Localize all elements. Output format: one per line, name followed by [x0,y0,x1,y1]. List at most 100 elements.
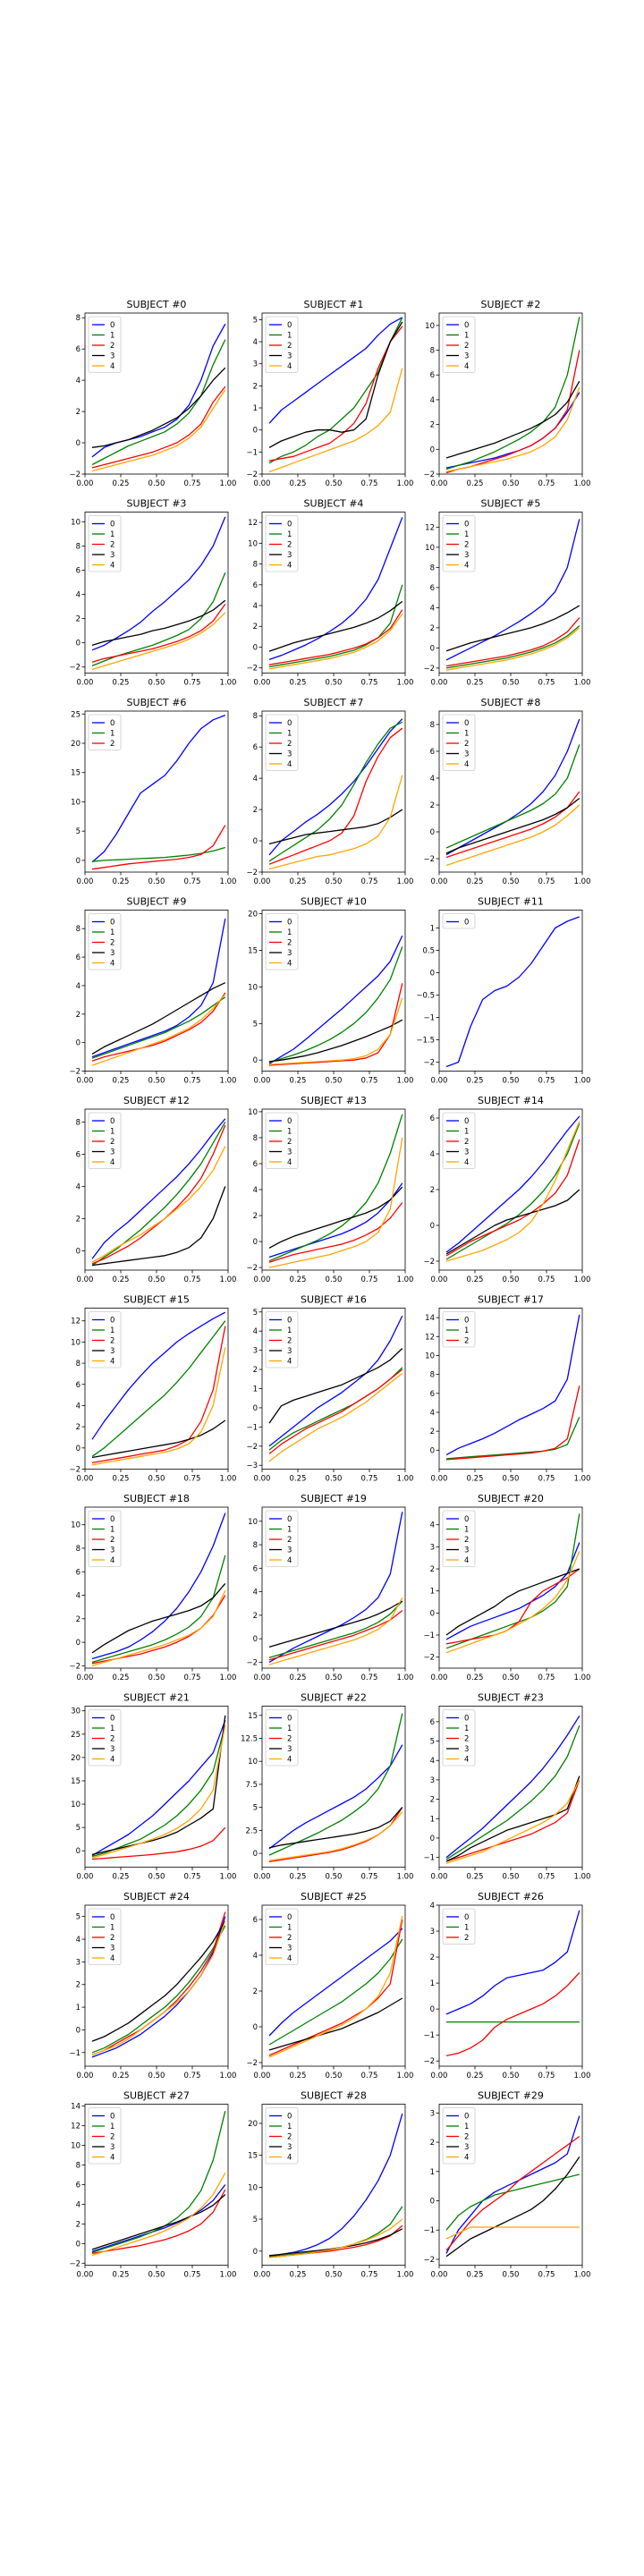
y-tick-label: 6 [430,584,435,593]
series-line-3 [445,1775,580,1862]
series-line-2 [91,604,226,663]
x-tick-label: 0.50 [326,479,343,488]
y-tick-label: 20 [248,2120,258,2129]
x-tick-label: 0.50 [326,1475,343,1484]
series-line-2 [91,2189,226,2254]
x-tick-label: 0.25 [290,2072,307,2080]
y-tick-label: 0 [76,2240,80,2249]
chart-panel: SUBJECT #230.00 0.25 0.50 0.75 1.00−10123456… [423,1692,590,1882]
y-tick-label: 2 [253,1366,258,1375]
x-tick-label: 1.00 [220,1275,237,1284]
legend-label: 0 [464,1317,469,1326]
plot-frame [84,910,229,1072]
x-tick-label: 0.50 [503,2271,520,2280]
legend-label: 4 [287,960,292,969]
y-tick-label: 6 [430,1114,435,1123]
series-line-1 [91,996,226,1059]
legend-label: 3 [287,1945,292,1953]
chart-title: SUBJECT #17 [478,1294,544,1306]
y-tick-label: 2 [430,1186,435,1195]
series-line-4 [91,1146,226,1263]
series-line-3 [268,321,403,448]
legend-label: 1 [287,1724,292,1733]
x-tick-label: 0.75 [361,1475,378,1484]
x-tick-label: 0.00 [77,679,94,688]
legend-box [265,1510,299,1567]
legend-label: 2 [110,1536,114,1545]
series-line-1 [91,1320,226,1457]
series-line-2 [445,1568,580,1645]
legend-label: 4 [464,1158,469,1167]
legend-label: 1 [110,928,114,937]
series-line-3 [445,605,580,652]
y-tick-label: 2 [253,806,258,815]
y-tick-label: 4 [430,1409,435,1418]
series-line-0 [445,519,580,661]
chart-panel: SUBJECT #60.00 0.25 0.50 0.75 1.000510152025… [71,697,236,886]
series-line-0 [445,1115,580,1253]
series-line-3 [91,1920,226,2042]
legend-label: 2 [287,1934,292,1943]
legend-box [265,515,299,572]
y-tick-label: 0 [253,643,258,652]
y-tick-label: 8 [76,314,80,323]
series-line-1 [445,744,580,849]
x-tick-label: 0.25 [467,2072,484,2080]
chart-title: SUBJECT #2 [481,299,541,310]
y-tick-label: −2 [423,470,435,479]
x-tick-label: 0.00 [254,2271,271,2280]
series-line-3 [268,1600,403,1648]
y-tick-label: 6 [430,1718,435,1727]
legend-label: 2 [110,939,114,948]
y-tick-label: −1 [423,1854,435,1863]
legend-label: 0 [287,1515,292,1524]
legend-label: 2 [110,2133,114,2142]
y-tick-label: 15 [248,2152,258,2161]
y-tick-label: 5 [253,2216,258,2224]
legend-label: 4 [287,2154,292,2163]
chart-title: SUBJECT #10 [301,896,367,908]
plot-frame [438,512,583,674]
legend-label: 2 [110,1934,114,1943]
series-line-4 [268,1915,403,2058]
x-tick-label: 0.50 [503,1873,520,1882]
chart-title: SUBJECT #11 [478,896,544,908]
x-tick-label: 0.00 [431,1873,448,1882]
y-tick-label: 4 [253,1589,258,1597]
series-line-4 [91,612,226,671]
legend-label: 0 [464,719,469,728]
y-tick-label: 5 [76,827,80,836]
plot-frame [84,1506,229,1669]
x-tick-label: 0.25 [467,1674,484,1682]
x-tick-label: 0.00 [254,1873,271,1882]
series-line-4 [268,2218,403,2258]
y-tick-label: −2 [69,1068,80,1077]
legend-box [442,1709,476,1767]
legend-label: 1 [464,1128,469,1137]
x-tick-label: 0.50 [148,877,165,886]
series-line-4 [268,1597,403,1665]
legend-label: 1 [464,1724,469,1733]
y-tick-label: −1 [423,2031,435,2040]
y-tick-label: 2 [253,1612,258,1621]
x-tick-label: 0.75 [184,1275,201,1284]
plot-frame [84,1706,229,1868]
series-line-4 [445,2226,580,2240]
legend-label: 4 [287,1358,292,1367]
legend-label: 4 [464,562,469,571]
x-tick-label: 0.50 [148,2072,165,2080]
legend-box [442,913,476,929]
legend-label: 1 [464,530,469,539]
y-tick-label: 4 [430,1757,435,1766]
x-tick-label: 1.00 [220,1873,237,1882]
x-tick-label: 0.50 [326,1077,343,1086]
x-tick-label: 0.25 [467,1873,484,1882]
series-line-0 [91,1311,226,1440]
plot-frame [84,1108,229,1271]
y-tick-label: 15 [248,947,258,956]
chart-title: SUBJECT #8 [481,697,541,708]
x-tick-label: 0.50 [148,1275,165,1284]
series-line-3 [91,982,226,1055]
chart-title: SUBJECT #7 [304,697,364,708]
x-tick-label: 1.00 [397,1475,414,1484]
